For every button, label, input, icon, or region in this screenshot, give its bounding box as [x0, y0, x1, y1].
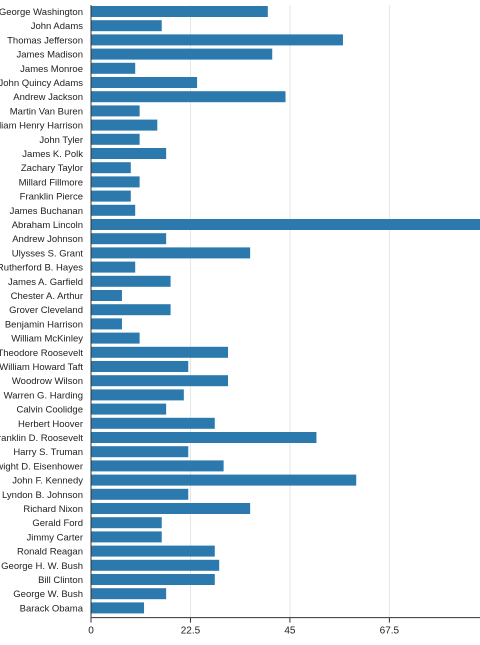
bar [91, 488, 189, 500]
bar [91, 275, 171, 287]
category-label: Barack Obama [20, 603, 84, 614]
category-label: Gerald Ford [32, 518, 83, 529]
bar [91, 233, 167, 245]
category-label: Thomas Jefferson [7, 35, 83, 46]
category-label: Franklin D. Roosevelt [0, 433, 83, 444]
bar [91, 105, 140, 117]
category-label: James Madison [16, 50, 83, 61]
category-label: George H. W. Bush [1, 561, 83, 572]
category-label: Rutherford B. Hayes [0, 263, 83, 274]
bar [91, 91, 286, 103]
category-label: Dwight D. Eisenhower [0, 461, 83, 472]
bar [91, 162, 131, 174]
category-label: William Howard Taft [0, 362, 83, 373]
category-label: John Adams [31, 21, 84, 32]
category-label: George W. Bush [13, 589, 83, 600]
category-label: Theodore Roosevelt [0, 348, 83, 359]
category-label: Harry S. Truman [13, 447, 83, 458]
bar [91, 517, 162, 529]
bar [91, 6, 268, 17]
bar [91, 148, 167, 159]
bar [91, 432, 317, 443]
category-label: James Monroe [20, 64, 83, 75]
category-label: William McKinley [11, 334, 83, 345]
category-label: William Henry Harrison [0, 121, 83, 132]
bar [91, 176, 140, 188]
bar [91, 290, 122, 301]
category-label: Herbert Hoover [18, 419, 83, 430]
category-label: Lyndon B. Johnson [2, 490, 83, 501]
bar [91, 332, 140, 344]
x-tick-label: 22.5 [181, 626, 201, 637]
x-tick-label: 0 [88, 626, 94, 637]
bar [91, 403, 167, 415]
bar [91, 588, 167, 600]
category-label: Ulysses S. Grant [12, 248, 84, 259]
category-label: James Buchanan [10, 206, 83, 217]
bar [91, 460, 224, 472]
category-label: Andrew Johnson [12, 234, 83, 245]
bar [91, 389, 184, 401]
bar [91, 545, 215, 557]
category-label: Bill Clinton [38, 575, 83, 586]
category-label: Franklin Pierce [20, 192, 83, 203]
grid-lines [189, 5, 390, 618]
bar [91, 20, 162, 32]
bar [91, 446, 189, 458]
category-label: John Tyler [39, 135, 83, 146]
category-label: Chester A. Arthur [11, 291, 83, 302]
bar [91, 119, 158, 131]
bar [91, 318, 122, 330]
category-label: Zachary Taylor [21, 163, 83, 174]
bar [91, 204, 136, 216]
category-label: Ronald Reagan [17, 547, 83, 558]
x-tick-label: 67.5 [380, 626, 400, 637]
bar [91, 574, 215, 585]
bar [91, 190, 131, 202]
category-label: James A. Garfield [8, 277, 83, 288]
bar [91, 219, 480, 230]
bar [91, 77, 198, 88]
category-label: Grover Cleveland [9, 305, 83, 316]
bar [91, 48, 273, 60]
category-label: John F. Kennedy [12, 476, 83, 487]
bar [91, 602, 145, 614]
category-label: Warren G. Harding [4, 390, 83, 401]
category-label: Andrew Jackson [13, 92, 83, 103]
x-tick-label: 45 [284, 626, 296, 637]
bar [91, 417, 215, 429]
bar [91, 304, 171, 316]
category-label: Richard Nixon [23, 504, 83, 515]
bar [91, 247, 251, 259]
bar [91, 503, 251, 514]
bar [91, 361, 189, 372]
category-label: John Quincy Adams [0, 78, 83, 89]
category-label: Calvin Coolidge [16, 405, 83, 416]
bar [91, 375, 229, 387]
bar [91, 261, 136, 273]
bar [91, 34, 343, 46]
bar [91, 133, 140, 145]
bar [91, 346, 229, 358]
bar [91, 62, 136, 74]
bar [91, 531, 162, 543]
category-label: Millard Fillmore [19, 177, 83, 188]
category-labels: George Washington John Adams Thomas Jeffer… [0, 7, 84, 614]
category-label: Abraham Lincoln [12, 220, 83, 231]
bar [91, 559, 220, 571]
axes: 0 22.5 45 67.5 [88, 5, 480, 637]
category-label: Jimmy Carter [27, 532, 83, 543]
bar [91, 474, 357, 486]
category-label: Woodrow Wilson [12, 376, 83, 387]
category-label: Benjamin Harrison [5, 319, 83, 330]
category-label: James K. Polk [22, 149, 83, 160]
bar-series [91, 6, 480, 614]
category-label: Martin Van Buren [10, 106, 83, 117]
category-label: George Washington [0, 7, 83, 18]
